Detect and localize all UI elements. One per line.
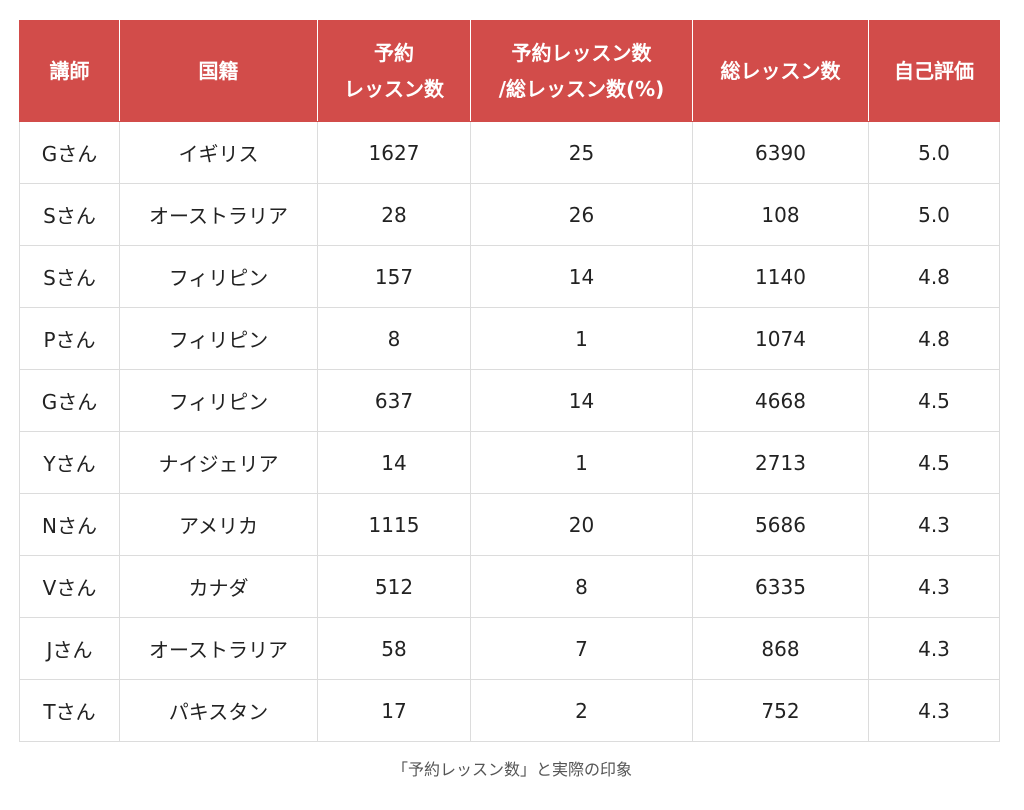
cell-ratio: 14 [470, 369, 693, 432]
cell-country: カナダ [119, 555, 318, 618]
cell-ratio: 1 [470, 431, 693, 494]
header-ratio-line-1: 予約レッスン数 [511, 41, 652, 65]
cell-total: 6335 [692, 555, 869, 618]
cell-country: パキスタン [119, 679, 318, 742]
header-teacher-line: 講師 [49, 59, 90, 83]
header-total-line: 総レッスン数 [720, 59, 841, 83]
header-row: 講師 国籍 予約 レッスン数 予約レッスン数 /総レッスン数(%) 総レッスン数 [19, 20, 1000, 122]
cell-teacher: Sさん [19, 183, 120, 246]
cell-booked: 512 [317, 555, 471, 618]
cell-rating: 4.8 [868, 307, 1000, 370]
cell-rating: 4.3 [868, 493, 1000, 556]
table-row: Jさん オーストラリア 58 7 868 4.3 [19, 617, 1000, 680]
cell-country: フィリピン [119, 307, 318, 370]
table-row: Sさん オーストラリア 28 26 108 5.0 [19, 183, 1000, 246]
cell-total: 6390 [692, 121, 869, 184]
cell-rating: 5.0 [868, 121, 1000, 184]
cell-rating: 4.8 [868, 245, 1000, 308]
cell-ratio: 14 [470, 245, 693, 308]
cell-country: ナイジェリア [119, 431, 318, 494]
cell-country: アメリカ [119, 493, 318, 556]
lesson-table-container: 講師 国籍 予約 レッスン数 予約レッスン数 /総レッスン数(%) 総レッスン数 [19, 20, 1000, 742]
cell-ratio: 1 [470, 307, 693, 370]
cell-booked: 28 [317, 183, 471, 246]
cell-booked: 1115 [317, 493, 471, 556]
header-booked-line-1: 予約 [374, 41, 414, 65]
table-row: Gさん イギリス 1627 25 6390 5.0 [19, 121, 1000, 184]
cell-total: 1074 [692, 307, 869, 370]
cell-ratio: 20 [470, 493, 693, 556]
table-row: Sさん フィリピン 157 14 1140 4.8 [19, 245, 1000, 308]
table-row: Gさん フィリピン 637 14 4668 4.5 [19, 369, 1000, 432]
cell-booked: 14 [317, 431, 471, 494]
table-row: Vさん カナダ 512 8 6335 4.3 [19, 555, 1000, 618]
cell-teacher: Vさん [19, 555, 120, 618]
header-ratio-line-2: /総レッスン数(%) [498, 77, 665, 101]
table-row: Yさん ナイジェリア 14 1 2713 4.5 [19, 431, 1000, 494]
cell-booked: 1627 [317, 121, 471, 184]
cell-ratio: 26 [470, 183, 693, 246]
header-booked-line-2: レッスン数 [344, 77, 444, 101]
cell-ratio: 8 [470, 555, 693, 618]
table-caption: 「予約レッスン数」と実際の印象 [391, 760, 632, 779]
cell-teacher: Yさん [19, 431, 120, 494]
cell-total: 1140 [692, 245, 869, 308]
cell-booked: 58 [317, 617, 471, 680]
cell-ratio: 7 [470, 617, 693, 680]
cell-country: フィリピン [119, 245, 318, 308]
table-body: Gさん イギリス 1627 25 6390 5.0 Sさん オーストラリア 28 26 108 5.0… [19, 121, 1000, 742]
cell-total: 108 [692, 183, 869, 246]
cell-ratio: 25 [470, 121, 693, 184]
cell-total: 2713 [692, 431, 869, 494]
cell-country: オーストラリア [119, 617, 318, 680]
cell-total: 5686 [692, 493, 869, 556]
header-rating-line: 自己評価 [894, 59, 974, 83]
header-country-line: 国籍 [198, 59, 239, 83]
cell-teacher: Nさん [19, 493, 120, 556]
cell-country: オーストラリア [119, 183, 318, 246]
header-total-lessons: 総レッスン数 [692, 20, 869, 122]
lesson-table: 講師 国籍 予約 レッスン数 予約レッスン数 /総レッスン数(%) 総レッスン数 [19, 20, 1000, 742]
cell-teacher: Gさん [19, 121, 120, 184]
header-booked-ratio: 予約レッスン数 /総レッスン数(%) [470, 20, 693, 122]
cell-teacher: Gさん [19, 369, 120, 432]
cell-booked: 17 [317, 679, 471, 742]
cell-booked: 157 [317, 245, 471, 308]
cell-total: 4668 [692, 369, 869, 432]
header-self-rating: 自己評価 [868, 20, 1000, 122]
cell-rating: 4.3 [868, 555, 1000, 618]
cell-rating: 5.0 [868, 183, 1000, 246]
header-teacher: 講師 [19, 20, 120, 122]
table-row: Pさん フィリピン 8 1 1074 4.8 [19, 307, 1000, 370]
table-header: 講師 国籍 予約 レッスン数 予約レッスン数 /総レッスン数(%) 総レッスン数 [19, 20, 1000, 122]
cell-booked: 8 [317, 307, 471, 370]
cell-teacher: Tさん [19, 679, 120, 742]
table-row: Nさん アメリカ 1115 20 5686 4.3 [19, 493, 1000, 556]
cell-teacher: Jさん [19, 617, 120, 680]
cell-total: 868 [692, 617, 869, 680]
cell-teacher: Sさん [19, 245, 120, 308]
cell-total: 752 [692, 679, 869, 742]
cell-rating: 4.5 [868, 431, 1000, 494]
cell-country: フィリピン [119, 369, 318, 432]
cell-rating: 4.5 [868, 369, 1000, 432]
cell-teacher: Pさん [19, 307, 120, 370]
cell-ratio: 2 [470, 679, 693, 742]
header-booked-lessons: 予約 レッスン数 [317, 20, 471, 122]
header-country: 国籍 [119, 20, 318, 122]
cell-rating: 4.3 [868, 617, 1000, 680]
table-row: Tさん パキスタン 17 2 752 4.3 [19, 679, 1000, 742]
cell-rating: 4.3 [868, 679, 1000, 742]
cell-booked: 637 [317, 369, 471, 432]
cell-country: イギリス [119, 121, 318, 184]
